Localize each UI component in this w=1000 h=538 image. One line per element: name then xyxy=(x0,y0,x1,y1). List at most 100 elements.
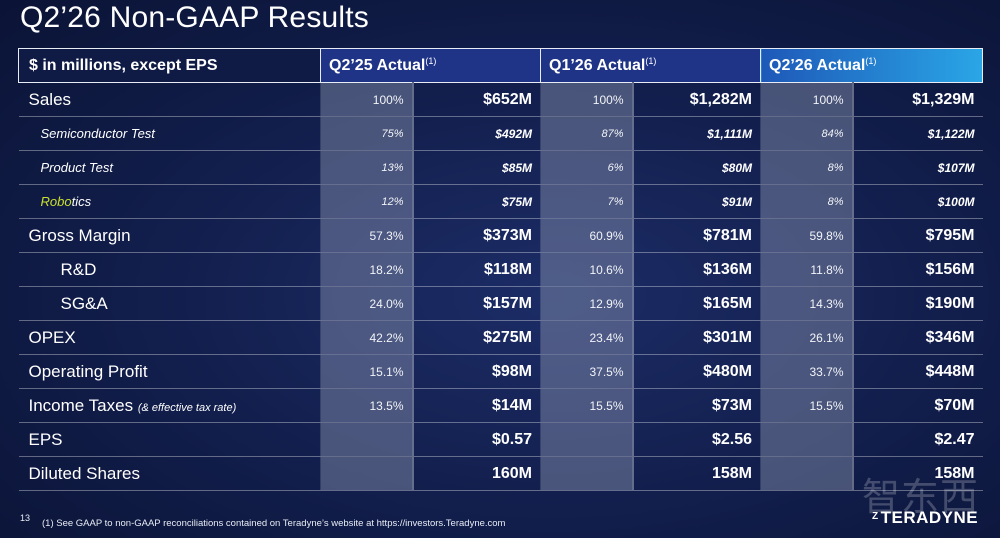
row-label: Semiconductor Test xyxy=(18,116,321,151)
amount-cell: $448M xyxy=(851,354,983,389)
amount-cell: $100M xyxy=(851,184,983,219)
row-operating-profit: Operating Profit 15.1% $98M 37.5% $480M … xyxy=(18,354,983,389)
pct-cell: 60.9% xyxy=(540,218,633,253)
row-label: Robotics xyxy=(18,184,321,219)
row-label: SG&A xyxy=(18,286,321,321)
pct-cell: 7% xyxy=(540,184,633,219)
pct-cell: 100% xyxy=(540,82,633,117)
row-label: Product Test xyxy=(18,150,321,185)
amount-cell: $795M xyxy=(851,218,983,253)
pct-cell xyxy=(540,422,633,457)
row-label-rest: tics xyxy=(71,194,92,209)
pct-cell: 26.1% xyxy=(760,320,853,355)
pct-cell: 10.6% xyxy=(540,252,633,287)
amount-cell: $346M xyxy=(851,320,983,355)
pct-cell: 23.4% xyxy=(540,320,633,355)
amount-cell: $80M xyxy=(631,150,761,185)
slide-title: Q2’26 Non-GAAP Results xyxy=(20,1,370,34)
page-number: 13 xyxy=(20,513,31,523)
row-label: OPEX xyxy=(18,320,321,355)
pct-cell: 13.5% xyxy=(320,388,413,423)
row-semiconductor-test: Semiconductor Test 75% $492M 87% $1,111M… xyxy=(18,116,983,151)
logo-text: TERADYNE xyxy=(880,508,979,527)
amount-cell: $781M xyxy=(631,218,761,253)
row-sales: Sales 100% $652M 100% $1,282M 100% $1,32… xyxy=(18,82,983,117)
row-label: Gross Margin xyxy=(18,218,321,253)
pct-cell: 100% xyxy=(760,82,853,117)
row-diluted-shares: Diluted Shares 160M 158M 158M xyxy=(18,456,983,491)
amount-cell: 158M xyxy=(851,456,983,491)
pct-cell xyxy=(320,456,413,491)
amount-cell: $275M xyxy=(411,320,541,355)
row-robotics: Robotics 12% $75M 7% $91M 8% $100M xyxy=(18,184,983,219)
amount-cell: 160M xyxy=(411,456,541,491)
row-label-text: Income Taxes xyxy=(28,395,134,415)
row-label: Operating Profit xyxy=(18,354,321,389)
header-q1-26-actual: Q1’26 Actual(1) xyxy=(540,48,761,83)
amount-cell: $1,122M xyxy=(851,116,983,151)
row-label-note: (& effective tax rate) xyxy=(137,401,237,414)
pct-cell: 12% xyxy=(320,184,413,219)
amount-cell: $190M xyxy=(851,286,983,321)
header-q2-26-actual: Q2’26 Actual(1) xyxy=(760,48,983,83)
footnote: (1) See GAAP to non-GAAP reconciliations… xyxy=(42,518,506,529)
amount-cell: $301M xyxy=(631,320,761,355)
logo-mark-icon: Z xyxy=(872,511,879,522)
table-header-row: $ in millions, except EPS Q2’25 Actual(1… xyxy=(18,48,983,83)
header-units-label: $ in millions, except EPS xyxy=(18,48,321,83)
amount-cell: $156M xyxy=(851,252,983,287)
header-q2-25-actual: Q2’25 Actual(1) xyxy=(320,48,541,83)
pct-cell: 84% xyxy=(760,116,853,151)
pct-cell: 57.3% xyxy=(320,218,413,253)
amount-cell: $75M xyxy=(411,184,541,219)
amount-cell: $373M xyxy=(411,218,541,253)
amount-cell: $157M xyxy=(411,286,541,321)
amount-cell: 158M xyxy=(631,456,761,491)
pct-cell xyxy=(760,422,853,457)
row-product-test: Product Test 13% $85M 6% $80M 8% $107M xyxy=(18,150,983,185)
amount-cell: $118M xyxy=(411,252,541,287)
pct-cell: 11.8% xyxy=(760,252,853,287)
pct-cell: 12.9% xyxy=(540,286,633,321)
pct-cell: 75% xyxy=(320,116,413,151)
amount-cell: $2.56 xyxy=(631,422,761,457)
amount-cell: $136M xyxy=(631,252,761,287)
pct-cell: 13% xyxy=(320,150,413,185)
pct-cell: 15.1% xyxy=(320,354,413,389)
teradyne-logo: Z TERADYNE xyxy=(872,508,978,528)
pct-cell: 37.5% xyxy=(540,354,633,389)
row-eps: EPS $0.57 $2.56 $2.47 xyxy=(18,422,983,457)
amount-cell: $14M xyxy=(411,388,541,423)
row-label: EPS xyxy=(18,422,321,457)
amount-cell: $70M xyxy=(851,388,983,423)
pct-cell: 42.2% xyxy=(320,320,413,355)
non-gaap-results-table: $ in millions, except EPS Q2’25 Actual(1… xyxy=(18,48,983,491)
amount-cell: $1,111M xyxy=(631,116,761,151)
amount-cell: $107M xyxy=(851,150,983,185)
amount-cell: $85M xyxy=(411,150,541,185)
amount-cell: $0.57 xyxy=(411,422,541,457)
pct-cell: 6% xyxy=(540,150,633,185)
row-label: Diluted Shares xyxy=(18,456,321,491)
amount-cell: $1,329M xyxy=(851,82,983,117)
pct-cell xyxy=(760,456,853,491)
pct-cell: 24.0% xyxy=(320,286,413,321)
amount-cell: $91M xyxy=(631,184,761,219)
row-label: R&D xyxy=(18,252,321,287)
row-opex: OPEX 42.2% $275M 23.4% $301M 26.1% $346M xyxy=(18,320,983,355)
amount-cell: $480M xyxy=(631,354,761,389)
pct-cell: 33.7% xyxy=(760,354,853,389)
row-gross-margin: Gross Margin 57.3% $373M 60.9% $781M 59.… xyxy=(18,218,983,253)
pct-cell xyxy=(540,456,633,491)
row-rnd: R&D 18.2% $118M 10.6% $136M 11.8% $156M xyxy=(18,252,983,287)
pct-cell xyxy=(320,422,413,457)
row-label: Income Taxes (& effective tax rate) xyxy=(18,388,321,423)
pct-cell: 15.5% xyxy=(540,388,633,423)
pct-cell: 15.5% xyxy=(760,388,853,423)
amount-cell: $73M xyxy=(631,388,761,423)
row-income-taxes: Income Taxes (& effective tax rate) 13.5… xyxy=(18,388,983,423)
pct-cell: 18.2% xyxy=(320,252,413,287)
pct-cell: 59.8% xyxy=(760,218,853,253)
pct-cell: 14.3% xyxy=(760,286,853,321)
pct-cell: 8% xyxy=(760,150,853,185)
